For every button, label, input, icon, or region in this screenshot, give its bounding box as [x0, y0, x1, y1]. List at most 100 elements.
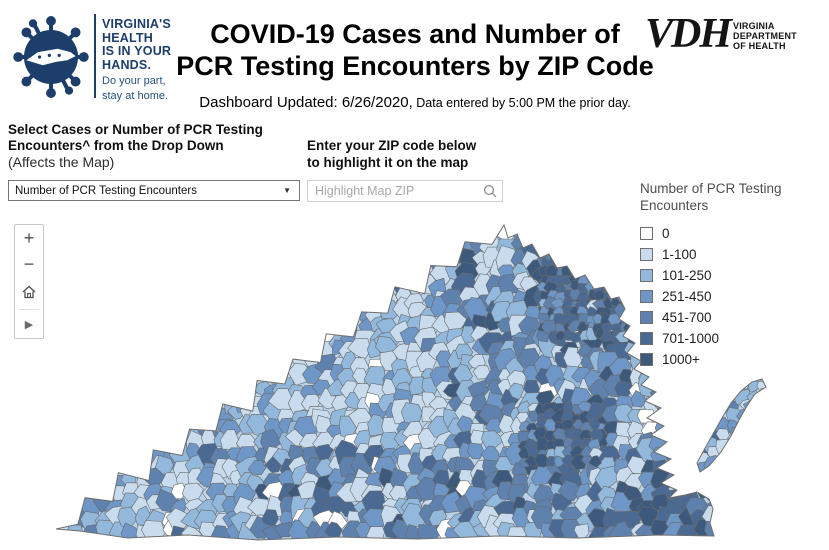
zip-region[interactable] [666, 444, 686, 467]
zip-region[interactable] [648, 328, 671, 350]
zip-region[interactable] [642, 250, 655, 263]
zip-region[interactable] [554, 330, 566, 341]
zip-region[interactable] [618, 265, 633, 278]
zip-region[interactable] [625, 312, 641, 326]
zip-region[interactable] [654, 316, 674, 334]
zip-region[interactable] [634, 283, 646, 295]
zip-region[interactable] [579, 249, 590, 262]
zip-region[interactable] [460, 325, 477, 344]
zip-region[interactable] [756, 401, 774, 415]
zip-region[interactable] [624, 305, 643, 321]
zip-region[interactable] [611, 276, 622, 286]
zip-region[interactable] [751, 405, 773, 423]
zip-region[interactable] [560, 248, 577, 269]
zip-region[interactable] [738, 426, 753, 441]
zip-region[interactable] [733, 367, 754, 383]
zip-region[interactable] [648, 304, 663, 319]
zip-region[interactable] [637, 329, 660, 348]
zip-region[interactable] [608, 266, 622, 280]
zip-region[interactable] [651, 297, 664, 311]
zip-region[interactable] [686, 427, 699, 440]
zip-region[interactable] [676, 334, 701, 359]
zip-region[interactable] [722, 447, 741, 462]
zip-region[interactable] [682, 367, 704, 384]
zip-region[interactable] [633, 328, 648, 344]
zip-region[interactable] [738, 436, 752, 451]
zip-region[interactable] [693, 411, 712, 426]
zip-region[interactable] [247, 459, 267, 476]
zip-region[interactable] [680, 375, 702, 401]
zip-region[interactable] [650, 259, 661, 272]
zip-region[interactable] [706, 371, 722, 386]
zip-region[interactable] [676, 472, 697, 490]
zip-region[interactable] [666, 324, 687, 344]
zip-region[interactable] [41, 521, 57, 540]
zip-region[interactable] [199, 405, 221, 428]
zip-region[interactable] [695, 399, 716, 415]
zip-region[interactable] [760, 456, 773, 470]
zip-region[interactable] [589, 428, 604, 441]
zip-region[interactable] [464, 220, 488, 242]
zip-region[interactable] [623, 257, 637, 271]
zip-region[interactable] [595, 273, 608, 285]
zip-region[interactable] [617, 258, 628, 270]
zip-region[interactable] [756, 438, 771, 453]
zip-search-input[interactable] [307, 180, 503, 202]
zip-region[interactable] [734, 376, 751, 390]
zip-region[interactable] [626, 241, 640, 254]
zoom-in-button[interactable]: + [23, 228, 35, 248]
zip-region[interactable] [685, 366, 705, 384]
zip-region[interactable] [624, 289, 639, 303]
zip-region[interactable] [587, 257, 600, 270]
zip-region[interactable] [663, 381, 684, 403]
zip-region[interactable] [647, 275, 662, 288]
zip-region[interactable] [650, 314, 662, 327]
zip-region[interactable] [440, 490, 463, 514]
zip-region[interactable] [684, 375, 706, 394]
zip-region[interactable] [746, 426, 760, 443]
zip-region[interactable] [654, 355, 676, 378]
zip-region[interactable] [708, 379, 727, 397]
zip-region[interactable] [666, 356, 685, 373]
zip-region[interactable] [587, 248, 600, 261]
zip-region[interactable] [756, 417, 772, 436]
zip-region[interactable] [560, 249, 574, 263]
zip-region[interactable] [154, 435, 174, 453]
zip-region[interactable] [632, 257, 643, 268]
zip-region[interactable] [738, 447, 754, 464]
zip-region[interactable] [586, 265, 599, 279]
zip-region[interactable] [586, 241, 599, 256]
zip-region[interactable] [684, 397, 698, 413]
zip-region[interactable] [601, 258, 616, 272]
zip-region[interactable] [120, 522, 141, 542]
zip-region[interactable] [704, 520, 725, 542]
zip-region[interactable] [632, 242, 645, 256]
zip-region[interactable] [642, 264, 656, 280]
zip-region[interactable] [649, 248, 661, 261]
zip-region[interactable] [610, 248, 624, 262]
zip-region[interactable] [650, 330, 664, 343]
zip-region[interactable] [623, 271, 637, 286]
zip-region[interactable] [642, 321, 654, 332]
zip-region[interactable] [588, 455, 602, 468]
zip-region[interactable] [635, 276, 649, 288]
zip-region[interactable] [696, 363, 714, 380]
zip-region[interactable] [535, 239, 549, 252]
zip-region[interactable] [649, 288, 663, 303]
zip-region[interactable] [720, 377, 733, 392]
zip-region[interactable] [623, 251, 637, 262]
zip-region[interactable] [210, 525, 231, 546]
zip-region[interactable] [665, 407, 681, 423]
zip-region[interactable] [536, 232, 560, 256]
zip-region[interactable] [638, 311, 654, 325]
zip-region[interactable] [547, 244, 559, 255]
zip-region[interactable] [687, 419, 704, 434]
zip-region[interactable] [66, 524, 84, 540]
zip-region[interactable] [691, 391, 714, 415]
zip-region[interactable] [633, 263, 647, 279]
zip-region[interactable] [237, 383, 258, 397]
zip-region[interactable] [636, 291, 648, 303]
zip-region[interactable] [724, 367, 744, 382]
zip-region[interactable] [273, 521, 293, 538]
zip-region[interactable] [674, 421, 698, 441]
